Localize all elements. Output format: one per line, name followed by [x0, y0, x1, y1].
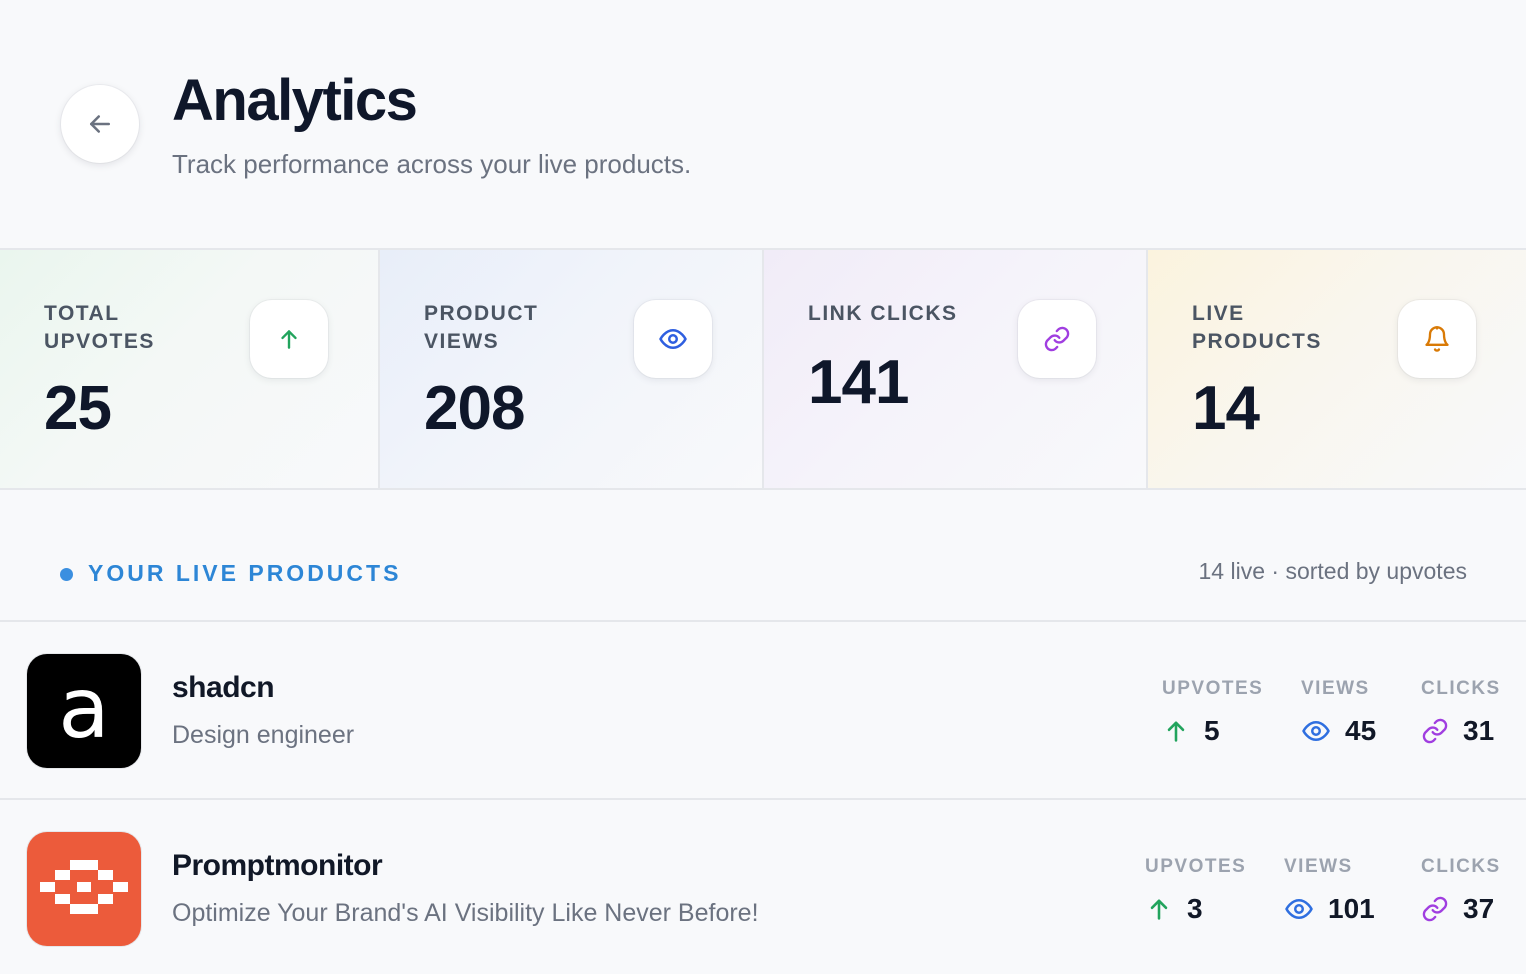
metric-label: CLICKS	[1421, 856, 1501, 877]
product-description: Design engineer	[172, 721, 355, 749]
metric-value: 5	[1162, 715, 1263, 747]
metric-value: 101	[1284, 893, 1375, 925]
logo-letter: a	[58, 659, 110, 757]
metric-views: VIEWS 101	[1284, 855, 1375, 925]
upvotes-count: 5	[1204, 715, 1220, 746]
stat-label: TOTAL UPVOTES	[44, 302, 155, 353]
stat-icon-box	[1398, 300, 1476, 378]
stat-value: 25	[44, 374, 112, 443]
metric-label: CLICKS	[1421, 678, 1501, 699]
stat-icon-box	[1018, 300, 1096, 378]
product-name[interactable]: Promptmonitor	[172, 849, 383, 882]
metric-value: 45	[1301, 715, 1376, 747]
metric-value: 31	[1421, 715, 1501, 747]
metric-clicks: CLICKS 31	[1421, 677, 1501, 747]
section-title: YOUR LIVE PRODUCTS	[88, 560, 402, 586]
product-logo[interactable]: a	[27, 654, 141, 768]
stat-card-views: PRODUCT VIEWS 208	[380, 250, 764, 488]
metric-upvotes: UPVOTES 5	[1162, 677, 1263, 747]
link-icon	[1422, 718, 1448, 744]
product-description: Optimize Your Brand's AI Visibility Like…	[172, 899, 759, 927]
product-row[interactable]: Promptmonitor Optimize Your Brand's AI V…	[0, 800, 1526, 974]
product-logo[interactable]	[27, 832, 141, 946]
stat-card-clicks: LINK CLICKS 141	[764, 250, 1148, 488]
upvotes-count: 3	[1187, 893, 1203, 924]
product-name[interactable]: shadcn	[172, 671, 275, 704]
views-count: 45	[1345, 715, 1377, 746]
back-button[interactable]	[61, 85, 139, 163]
link-icon	[1422, 896, 1448, 922]
page-subtitle: Track performance across your live produ…	[172, 149, 692, 179]
metric-clicks: CLICKS 37	[1421, 855, 1501, 925]
stat-icon-box	[250, 300, 328, 378]
stat-value: 208	[424, 374, 525, 443]
arrow-left-icon	[90, 115, 110, 133]
metric-label: VIEWS	[1301, 678, 1370, 699]
stat-value: 141	[808, 348, 909, 417]
metric-value: 37	[1421, 893, 1501, 925]
metric-value: 3	[1145, 893, 1246, 925]
stat-value: 14	[1192, 374, 1260, 443]
stat-card-live-products: LIVE PRODUCTS 14	[1148, 250, 1526, 488]
stat-label: LIVE PRODUCTS	[1192, 302, 1322, 353]
page-header: Analytics Track performance across your …	[0, 0, 1526, 249]
clicks-count: 31	[1463, 715, 1495, 746]
page-title: Analytics	[172, 68, 418, 133]
promptmonitor-logo-icon	[40, 860, 128, 914]
metric-label: UPVOTES	[1162, 678, 1264, 699]
stat-icon-box	[634, 300, 712, 378]
eye-icon	[1285, 899, 1313, 919]
bell-icon	[1425, 326, 1449, 352]
product-row[interactable]: a shadcn Design engineer UPVOTES 5 VIEWS…	[0, 622, 1526, 800]
metric-views: VIEWS 45	[1301, 677, 1376, 747]
eye-icon	[1302, 721, 1330, 741]
stat-label: PRODUCT VIEWS	[424, 302, 539, 353]
arrow-up-icon	[1167, 721, 1185, 742]
section-meta: 14 live · sorted by upvotes	[1198, 558, 1467, 584]
metric-label: VIEWS	[1284, 856, 1353, 877]
views-count: 101	[1328, 893, 1375, 924]
metric-label: UPVOTES	[1145, 856, 1247, 877]
live-products-header: YOUR LIVE PRODUCTS 14 live · sorted by u…	[0, 490, 1526, 622]
clicks-count: 37	[1463, 893, 1495, 924]
stats-row: TOTAL UPVOTES 25 PRODUCT VIEWS 208 LINK …	[0, 248, 1526, 490]
status-dot	[60, 568, 73, 581]
link-icon	[1044, 326, 1070, 352]
stat-label: LINK CLICKS	[808, 302, 958, 325]
eye-icon	[659, 329, 687, 349]
metric-upvotes: UPVOTES 3	[1145, 855, 1246, 925]
arrow-up-icon	[1150, 899, 1168, 920]
arrow-up-icon	[281, 330, 297, 349]
stat-card-upvotes: TOTAL UPVOTES 25	[0, 250, 380, 488]
